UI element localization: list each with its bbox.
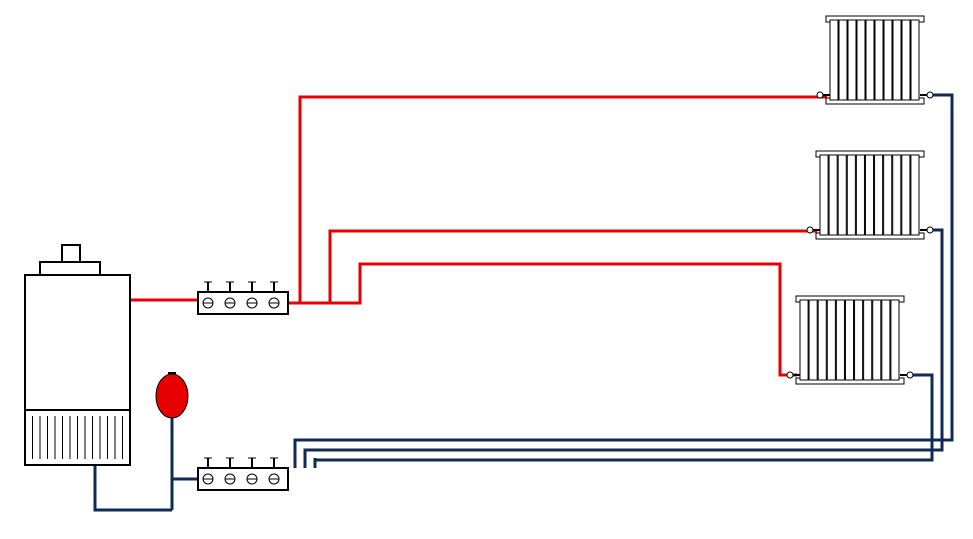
pipe: [288, 282, 300, 303]
pipe: [295, 95, 952, 458]
pipe: [330, 231, 817, 282]
boiler: [25, 245, 130, 465]
pipe: [172, 479, 198, 510]
expansion-tank: [156, 372, 188, 460]
radiator: [817, 16, 933, 104]
pipe: [300, 97, 827, 282]
pipe: [360, 264, 797, 375]
heating-schematic: [0, 0, 973, 539]
radiator: [807, 151, 933, 239]
pipe: [315, 375, 932, 460]
return-manifold: [198, 458, 288, 490]
radiator: [787, 296, 913, 384]
supply-manifold: [198, 282, 288, 314]
pipe: [288, 282, 330, 303]
pipe: [95, 465, 172, 510]
